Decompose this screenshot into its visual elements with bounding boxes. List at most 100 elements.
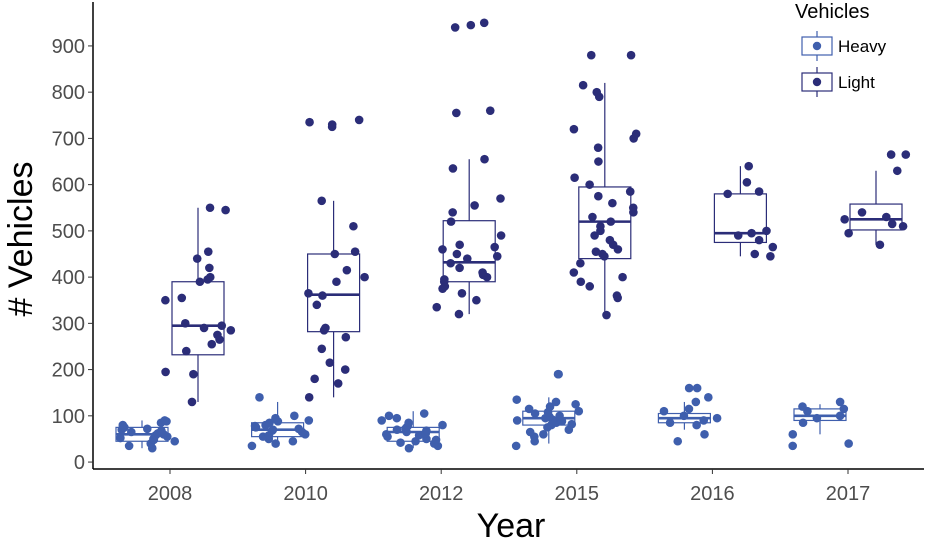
data-point-light	[470, 201, 479, 210]
y-axis-title: # Vehicles	[2, 162, 40, 317]
data-point-light	[590, 231, 599, 240]
data-point-heavy	[684, 404, 694, 414]
y-tick-label: 700	[52, 128, 85, 150]
data-point-heavy	[142, 424, 152, 434]
y-tick-label: 600	[52, 175, 85, 197]
data-point-light	[631, 129, 641, 139]
data-point-heavy	[288, 436, 298, 446]
data-point-light	[180, 319, 190, 328]
data-point-heavy	[798, 418, 808, 428]
data-point-light	[217, 321, 227, 330]
data-point-light	[452, 108, 461, 118]
data-point-heavy	[118, 420, 128, 430]
data-point-light	[187, 397, 197, 407]
data-point-light	[612, 291, 622, 300]
data-point-light	[305, 117, 314, 127]
data-point-heavy	[571, 399, 580, 409]
data-point-heavy	[512, 395, 522, 404]
data-point-heavy	[255, 393, 264, 402]
data-point-light	[844, 228, 853, 238]
data-point-light	[569, 124, 579, 134]
data-point-heavy	[414, 430, 424, 440]
data-point-light	[457, 288, 467, 298]
data-point-light	[744, 161, 754, 171]
data-point-light	[628, 203, 638, 213]
data-point-light	[576, 277, 586, 287]
data-point-light	[626, 50, 636, 60]
data-point-light	[768, 242, 778, 252]
data-point-light	[312, 300, 322, 310]
data-point-light	[606, 217, 616, 226]
data-point-light	[161, 367, 170, 377]
x-tick-label: 2015	[555, 483, 600, 505]
data-point-heavy	[384, 411, 394, 421]
data-point-heavy	[704, 393, 713, 402]
y-tick-label: 0	[74, 452, 85, 474]
data-point-heavy	[170, 436, 180, 446]
data-point-light	[625, 187, 635, 196]
data-point-light	[455, 263, 464, 273]
data-point-light	[321, 323, 330, 333]
data-point-heavy	[525, 427, 535, 437]
data-point-light	[317, 344, 327, 354]
data-point-light	[618, 272, 627, 282]
legend-label: Light	[838, 73, 875, 92]
y-tick-label: 800	[52, 82, 85, 104]
data-point-heavy	[392, 413, 402, 423]
data-point-light	[594, 157, 603, 166]
data-point-light	[602, 310, 611, 320]
data-point-light	[205, 272, 215, 282]
data-point-heavy	[545, 402, 555, 411]
data-point-heavy	[404, 443, 414, 453]
data-point-heavy	[392, 425, 402, 434]
y-tick-label: 300	[52, 313, 85, 335]
data-point-heavy	[265, 418, 274, 428]
data-point-light	[452, 249, 462, 259]
data-point-heavy	[692, 420, 701, 430]
box-light-2010	[307, 200, 361, 398]
data-point-light	[766, 252, 775, 261]
data-point-heavy	[665, 418, 675, 428]
data-point-heavy	[419, 409, 429, 418]
axes	[92, 2, 924, 470]
data-point-light	[342, 265, 352, 275]
jitter-points	[116, 18, 911, 453]
data-point-heavy	[268, 425, 278, 434]
box-light-2012	[442, 159, 496, 315]
data-point-light	[454, 309, 464, 319]
box-body	[307, 253, 361, 333]
data-point-heavy	[271, 413, 280, 423]
data-point-light	[485, 106, 495, 115]
x-axis-ticks: 2008 2010 2012 2015 2016 2017	[148, 469, 870, 505]
y-tick-label: 100	[52, 406, 85, 428]
data-point-light	[608, 198, 617, 208]
data-point-heavy	[290, 411, 299, 421]
data-point-heavy	[835, 397, 845, 407]
box-light-2015	[578, 82, 632, 316]
data-point-light	[490, 242, 499, 252]
data-point-heavy	[844, 439, 853, 448]
data-point-heavy	[160, 416, 170, 425]
data-point-heavy	[116, 433, 125, 443]
data-point-light	[340, 365, 350, 374]
data-point-light	[455, 240, 464, 250]
data-point-light	[569, 268, 579, 277]
data-point-light	[591, 247, 601, 256]
data-point-light	[840, 215, 849, 224]
data-point-heavy	[539, 430, 548, 439]
data-point-light	[750, 249, 760, 259]
data-point-heavy	[712, 413, 722, 423]
data-point-light	[332, 277, 341, 287]
data-point-heavy	[381, 430, 391, 439]
x-tick-label: 2016	[690, 483, 735, 505]
data-point-light	[205, 203, 215, 213]
data-point-heavy	[567, 419, 577, 429]
data-point-light	[466, 20, 476, 30]
data-point-light	[450, 23, 460, 32]
data-point-light	[472, 295, 481, 305]
y-tick-label: 900	[52, 36, 85, 58]
box-light-2017	[849, 170, 903, 245]
data-point-light	[199, 323, 209, 333]
y-axis-ticks: 0 100 200 300 400 500 600 700 800 900	[52, 36, 93, 474]
